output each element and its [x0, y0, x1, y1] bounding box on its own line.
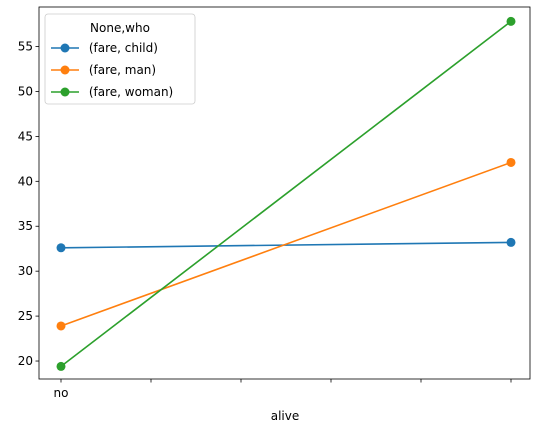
y-tick-label: 50: [18, 84, 33, 98]
data-point-1-1: [506, 157, 516, 167]
axes-frame: [38, 6, 531, 380]
x-tick-label: no: [54, 386, 69, 400]
y-tick-label: 25: [18, 309, 33, 323]
legend-marker-0: [60, 43, 70, 53]
series-line-1: [60, 161, 512, 327]
data-point-2-1: [506, 16, 516, 26]
series-line-0: [60, 241, 512, 249]
y-tick-label: 20: [18, 354, 33, 368]
data-point-0-1: [506, 237, 516, 247]
legend-label-0: (fare, child): [85, 41, 158, 55]
legend-marker-2: [60, 87, 70, 97]
y-tick-label: 55: [18, 40, 33, 54]
legend-label-2: (fare, woman): [85, 85, 173, 99]
y-tick-label: 40: [18, 174, 33, 188]
data-point-1-0: [56, 321, 66, 331]
series-line-2: [60, 20, 512, 368]
legend-marker-1: [60, 65, 70, 75]
plot-area: 20 25 30 35 40 45 50 55 no: [18, 6, 531, 400]
y-tick-label: 45: [18, 129, 33, 143]
legend: None,who (fare, child) (fare, man) (fare…: [44, 13, 196, 105]
legend-box: [44, 13, 196, 105]
legend-title: None,who: [90, 21, 150, 35]
y-tick-label: 35: [18, 219, 33, 233]
x-axis-label: alive: [271, 409, 300, 423]
y-tick-label: 30: [18, 264, 33, 278]
data-point-2-0: [56, 361, 66, 371]
legend-label-1: (fare, man): [85, 63, 156, 77]
data-point-0-0: [56, 243, 66, 253]
